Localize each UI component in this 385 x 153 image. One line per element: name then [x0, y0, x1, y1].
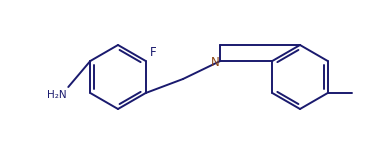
Text: H₂N: H₂N [47, 90, 66, 100]
Text: F: F [150, 46, 156, 59]
Text: N: N [211, 56, 219, 69]
